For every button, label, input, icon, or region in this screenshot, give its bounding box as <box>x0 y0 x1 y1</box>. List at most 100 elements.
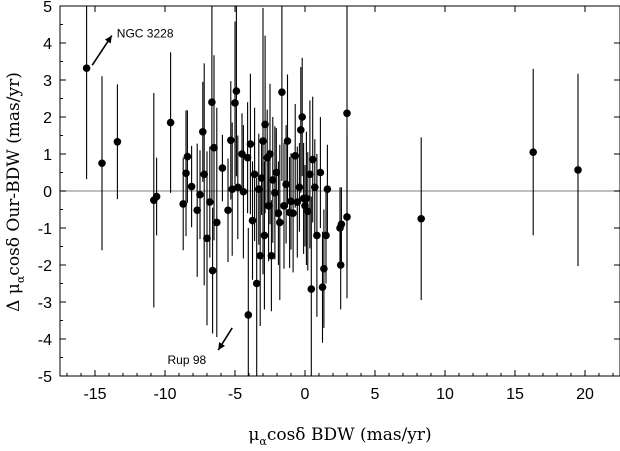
data-point <box>234 183 242 192</box>
data-point <box>293 198 302 206</box>
y-tick-label: 0 <box>43 184 52 201</box>
data-point <box>218 164 227 172</box>
x-axis-title: μαcosδ BDW (mas/yr) <box>248 425 431 448</box>
data-point <box>254 185 263 193</box>
data-point <box>232 87 241 95</box>
annotation-arrowhead <box>104 35 112 44</box>
data-point <box>256 251 265 260</box>
annotations-layer: NGC 3228 Rup 98 <box>91 27 233 367</box>
y-tick-label: 3 <box>43 73 52 90</box>
data-point <box>166 118 175 127</box>
data-point <box>276 218 284 227</box>
data-point <box>311 183 319 192</box>
y-tick-label: 2 <box>43 110 52 127</box>
y-tick-label: 4 <box>43 36 52 53</box>
data-point <box>264 202 273 210</box>
data-point <box>306 170 314 179</box>
data-point <box>280 202 288 210</box>
data-point <box>238 150 246 158</box>
y-axis-title: Δ μαcosδ Our-BDW (mas/yr) <box>4 72 27 312</box>
data-point <box>196 190 204 199</box>
data-point <box>231 99 239 107</box>
x-tick-label: 5 <box>371 386 380 403</box>
data-point <box>193 206 201 215</box>
data-point <box>343 109 351 118</box>
data-point <box>113 137 122 146</box>
data-point <box>244 311 253 319</box>
data-point <box>529 148 537 156</box>
data-point <box>187 182 196 191</box>
x-tick-label: 0 <box>301 386 310 403</box>
data-point <box>261 120 269 129</box>
data-point <box>287 197 295 206</box>
data-point <box>269 176 277 184</box>
x-tick-label: -5 <box>228 386 242 403</box>
data-point <box>227 136 235 145</box>
data-point <box>323 185 332 193</box>
data-point <box>336 261 345 269</box>
data-point <box>272 168 281 177</box>
data-point <box>322 231 330 240</box>
data-point <box>313 231 321 240</box>
data-point <box>295 183 304 192</box>
data-point <box>183 152 192 161</box>
data-point <box>82 64 91 72</box>
y-tick-label: -5 <box>38 369 52 386</box>
data-point <box>304 207 312 216</box>
data-point <box>417 214 426 223</box>
data-point <box>297 126 305 134</box>
data-point <box>199 128 207 136</box>
y-tick-label: -2 <box>38 258 52 275</box>
data-point <box>266 150 274 158</box>
data-point <box>239 187 248 196</box>
data-point <box>179 200 187 208</box>
data-point <box>152 192 161 201</box>
data-point <box>267 251 276 260</box>
data-point <box>248 216 257 225</box>
y-tick-label: 1 <box>43 147 52 164</box>
x-tick-label: -15 <box>83 386 106 403</box>
data-point <box>208 98 216 106</box>
data-point <box>307 285 316 293</box>
data-point <box>316 168 325 177</box>
y-tick-label: -4 <box>38 332 52 349</box>
data-point <box>182 169 190 178</box>
data-point <box>259 137 267 145</box>
data-point <box>271 189 279 197</box>
x-tick-label: -10 <box>153 386 176 403</box>
data-point <box>308 155 317 164</box>
data-point <box>208 266 217 275</box>
data-point <box>246 140 255 148</box>
data-point <box>302 194 311 203</box>
annotation-arrowhead <box>218 342 225 351</box>
x-tick-label: 20 <box>576 386 594 403</box>
data-point <box>200 170 208 179</box>
data-point <box>260 231 269 240</box>
data-point <box>318 283 327 292</box>
data-point <box>283 137 292 145</box>
data-point <box>291 152 300 160</box>
x-tick-label: 10 <box>436 386 454 403</box>
y-tick-label: -1 <box>38 221 52 238</box>
data-point <box>289 209 297 217</box>
data-point <box>252 279 261 288</box>
data-point <box>224 206 232 215</box>
data-point <box>257 174 266 182</box>
annotation-ngc3228: NGC 3228 <box>117 27 174 41</box>
data-point <box>206 198 214 206</box>
data-point <box>320 264 328 273</box>
data-point <box>243 153 252 162</box>
data-point <box>337 220 346 229</box>
data-point <box>210 143 218 152</box>
y-tick-label: 5 <box>43 0 52 16</box>
data-point <box>574 166 582 174</box>
annotation-rup98: Rup 98 <box>167 353 206 367</box>
data-point <box>250 170 259 179</box>
data-point <box>282 180 290 189</box>
y-tick-label: -3 <box>38 295 52 312</box>
data-point <box>203 234 211 243</box>
data-point <box>343 213 351 221</box>
data-point <box>274 209 283 217</box>
x-tick-label: 15 <box>506 386 524 403</box>
